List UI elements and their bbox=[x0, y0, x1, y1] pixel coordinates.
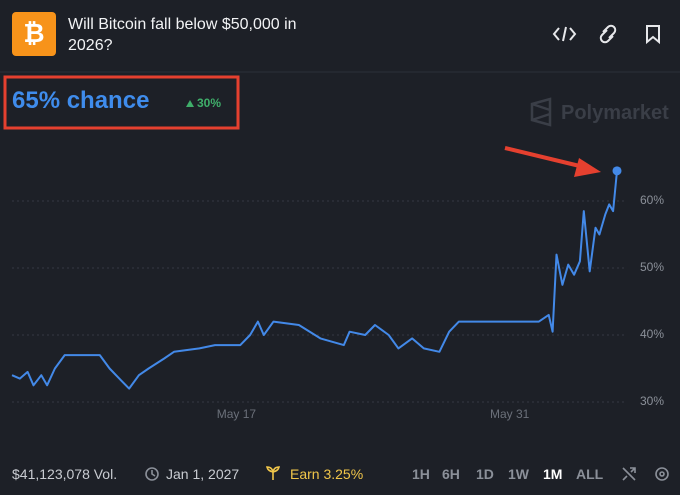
brand-logo bbox=[530, 97, 552, 127]
range-button[interactable]: 1D bbox=[476, 466, 494, 482]
range-button[interactable]: 1H bbox=[412, 466, 430, 482]
y-tick-label: 30% bbox=[640, 394, 664, 408]
range-button[interactable]: ALL bbox=[576, 466, 604, 482]
market-icon bbox=[12, 12, 56, 56]
y-tick-label: 50% bbox=[640, 260, 664, 274]
embed-icon[interactable] bbox=[552, 26, 577, 42]
x-tick-label: May 31 bbox=[490, 407, 530, 421]
footer-icons bbox=[145, 466, 669, 481]
x-tick-label: May 17 bbox=[217, 407, 257, 421]
range-button[interactable]: 1M bbox=[543, 466, 563, 482]
link-icon[interactable] bbox=[599, 24, 617, 44]
arrow-head bbox=[574, 158, 601, 177]
chance: 65% chance bbox=[12, 87, 150, 114]
range-button[interactable]: 1W bbox=[508, 466, 529, 482]
last-point bbox=[612, 166, 622, 176]
change: 30% bbox=[197, 96, 222, 110]
earn[interactable]: Earn 3.25% bbox=[290, 466, 364, 482]
y-tick-label: 40% bbox=[640, 327, 664, 341]
y-tick-label: 60% bbox=[640, 193, 664, 207]
end-date: Jan 1, 2027 bbox=[166, 466, 240, 482]
up-icon bbox=[186, 100, 194, 107]
market-title: Will Bitcoin fall below $50,000 in 2026? bbox=[68, 16, 297, 54]
arrow-shaft bbox=[504, 146, 589, 170]
compare-icon[interactable] bbox=[622, 467, 636, 481]
bookmark-icon[interactable] bbox=[646, 25, 660, 45]
brand: Polymarket bbox=[561, 102, 669, 124]
volume: $41,123,078 Vol. bbox=[12, 466, 118, 482]
bitcoin-symbol: ₿ bbox=[23, 18, 44, 48]
range-button[interactable]: 6H bbox=[442, 466, 460, 482]
highlight-box bbox=[3, 75, 240, 130]
header-icons[interactable] bbox=[552, 24, 660, 45]
settings-icon[interactable] bbox=[655, 467, 669, 481]
price-line bbox=[11, 170, 618, 390]
